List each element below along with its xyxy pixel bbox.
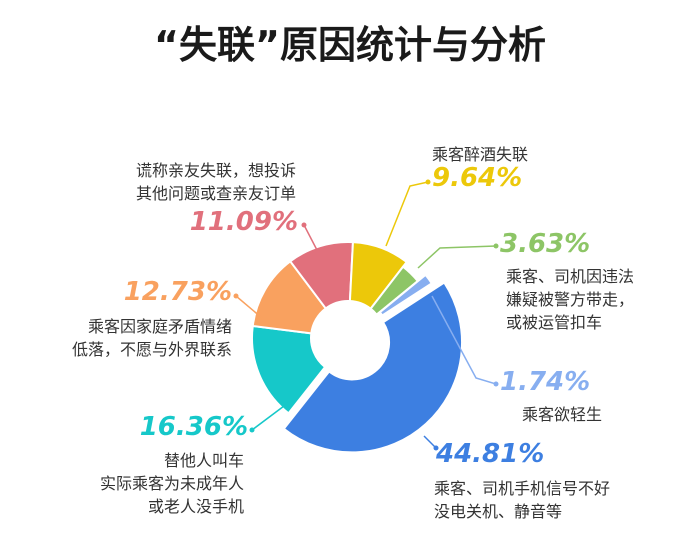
leader-line	[385, 181, 429, 247]
leader-dot	[493, 381, 499, 387]
leader-line	[431, 295, 497, 385]
leader-dot	[301, 222, 307, 228]
slice-description-line: 实际乘客为未成年人	[100, 474, 244, 493]
pie-slice	[251, 324, 327, 415]
leader-line	[417, 245, 497, 269]
slice-description-line: 乘客、司机因违法	[506, 267, 634, 286]
leader-dot	[433, 445, 439, 451]
leader-line	[303, 224, 319, 253]
slice-description-line: 乘客、司机手机信号不好	[434, 479, 610, 498]
slice-value-label: 16.36%	[140, 412, 248, 442]
pie-slice	[378, 273, 434, 317]
slice-description-line: 或被运管扣车	[506, 313, 602, 332]
slice-value-label: 12.73%	[124, 277, 232, 307]
leader-line	[423, 435, 437, 449]
pie-slice	[348, 241, 409, 311]
leader-dot	[233, 293, 239, 299]
slice-description-line: 嫌疑被警方带走，	[506, 290, 634, 309]
pie-slice	[369, 265, 420, 316]
slice-description-line: 乘客醉酒失联	[432, 145, 528, 164]
leader-dot	[425, 179, 431, 185]
chart-title: “失联”原因统计与分析	[154, 23, 546, 67]
slice-value-label: 3.63%	[500, 229, 590, 259]
slice-description-line: 没电关机、静音等	[434, 502, 562, 521]
pie-slice	[282, 281, 463, 454]
leader-line	[251, 399, 293, 431]
slice-value-label: 44.81%	[435, 439, 544, 469]
slice-description-line: 其他问题或查亲友订单	[136, 184, 296, 203]
leader-dot	[249, 427, 255, 433]
slice-value-label: 9.64%	[432, 163, 522, 193]
slice-description-line: 低落，不愿与外界联系	[72, 340, 232, 359]
slice-description-line: 或老人没手机	[148, 497, 244, 516]
slice-value-label: 11.09%	[190, 207, 298, 237]
leader-line	[235, 295, 263, 319]
slice-description-line: 替他人叫车	[164, 451, 244, 470]
slice-value-label: 1.74%	[500, 367, 590, 397]
slice-description-line: 谎称亲友失联，想投诉	[136, 161, 296, 180]
slice-description-line: 乘客因家庭矛盾情绪	[88, 317, 232, 336]
slice-description-line: 乘客欲轻生	[522, 405, 602, 424]
leader-dot	[493, 243, 499, 249]
